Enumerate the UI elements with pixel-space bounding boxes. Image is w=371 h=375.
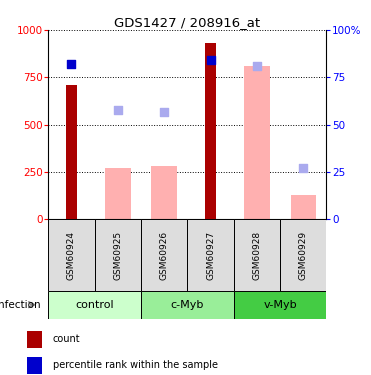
Bar (280, 219, 326, 291)
Text: GSM60929: GSM60929 (299, 230, 308, 280)
Bar (105, 168, 131, 219)
Bar (27, 331, 42, 348)
Text: GSM60925: GSM60925 (113, 230, 122, 280)
Text: GSM60926: GSM60926 (160, 230, 169, 280)
Point (208, 57, 214, 63)
Bar (234, 219, 280, 291)
Bar (244, 66, 270, 219)
Text: v-Myb: v-Myb (263, 300, 297, 310)
Point (161, 110, 167, 116)
Bar (290, 195, 316, 219)
Bar (234, 291, 326, 319)
Bar (66, 85, 76, 219)
Bar (48, 291, 141, 319)
Point (115, 106, 121, 112)
Text: GSM60927: GSM60927 (206, 230, 215, 280)
Bar (187, 219, 234, 291)
Text: GSM60928: GSM60928 (252, 230, 262, 280)
Text: c-Myb: c-Myb (171, 300, 204, 310)
Bar (95, 219, 141, 291)
Bar (141, 219, 187, 291)
Point (254, 63, 260, 69)
Point (69, 61, 75, 67)
Bar (141, 291, 234, 319)
Text: control: control (75, 300, 114, 310)
Title: GDS1427 / 208916_at: GDS1427 / 208916_at (114, 16, 260, 29)
Bar (151, 166, 177, 219)
Point (301, 165, 306, 171)
Bar (48, 219, 95, 291)
Bar (206, 43, 216, 219)
Text: infection: infection (0, 300, 41, 310)
Text: percentile rank within the sample: percentile rank within the sample (53, 360, 218, 370)
Text: count: count (53, 334, 80, 344)
Bar (27, 357, 42, 374)
Text: GSM60924: GSM60924 (67, 231, 76, 279)
